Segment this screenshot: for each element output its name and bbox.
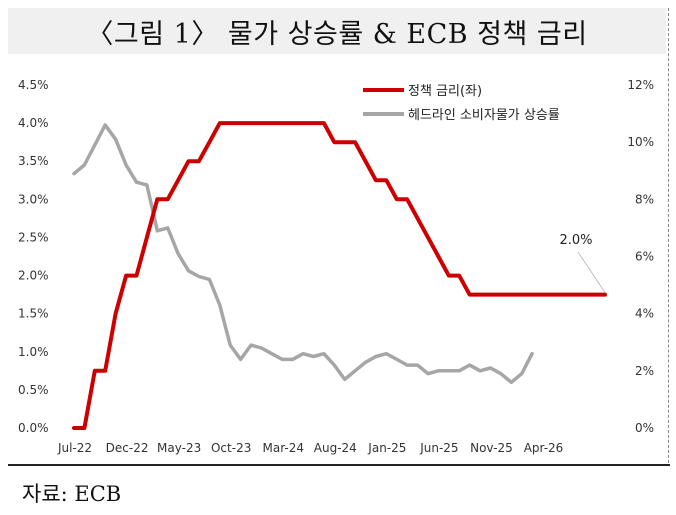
right-tick-label: 2% bbox=[635, 364, 654, 378]
right-tick-label: 4% bbox=[635, 307, 654, 321]
annotation-label: 2.0% bbox=[559, 233, 592, 248]
left-tick-label: 3.0% bbox=[18, 192, 49, 206]
left-tick-label: 2.0% bbox=[18, 269, 49, 283]
x-tick-label: Dec-22 bbox=[106, 441, 149, 455]
right-dashed-border bbox=[668, 8, 669, 463]
left-axis: 0.0% 0.5% 1.0% 1.5% 2.0% 2.5% 3.0% 3.5% 4.0% 4.5% bbox=[18, 78, 49, 435]
series-lines bbox=[72, 121, 607, 430]
x-tick-label: Oct-23 bbox=[211, 441, 251, 455]
x-tick-label: May-23 bbox=[157, 441, 201, 455]
x-tick-label: Jul-22 bbox=[57, 441, 92, 455]
x-tick-label: Mar-24 bbox=[262, 441, 303, 455]
headline-inflation-line bbox=[72, 123, 534, 385]
policy-rate-line bbox=[72, 121, 607, 430]
left-tick-label: 1.0% bbox=[18, 345, 49, 359]
x-tick-label: Jun-25 bbox=[419, 441, 458, 455]
right-tick-label: 10% bbox=[627, 135, 654, 149]
right-tick-label: 12% bbox=[627, 78, 654, 92]
left-tick-label: 2.5% bbox=[18, 230, 49, 244]
left-tick-label: 0.5% bbox=[18, 383, 49, 397]
source-note: 자료: ECB bbox=[22, 482, 122, 506]
x-tick-label: Nov-25 bbox=[470, 441, 513, 455]
legend: 정책 금리(좌) 헤드라인 소비자물가 상승률 bbox=[363, 84, 560, 123]
left-tick-label: 3.5% bbox=[18, 154, 49, 168]
chart-area: 0.0% 0.5% 1.0% 1.5% 2.0% 2.5% 3.0% 3.5% 4.0% 4.5%… bbox=[18, 78, 654, 455]
x-tick-label: Aug-24 bbox=[314, 441, 357, 455]
annotation-leader-line bbox=[577, 251, 606, 293]
left-tick-label: 4.0% bbox=[18, 116, 49, 130]
chart-title-bar: 〈그림 1〉 물가 상승률 & ECB 정책 금리 bbox=[8, 8, 666, 54]
right-tick-label: 0% bbox=[635, 421, 654, 435]
x-tick-label: Jan-25 bbox=[367, 441, 406, 455]
chart-title: 〈그림 1〉 물가 상승률 & ECB 정책 금리 bbox=[86, 18, 588, 50]
x-tick-label: Apr-26 bbox=[524, 441, 564, 455]
x-axis: Jul-22 Dec-22 May-23 Oct-23 Mar-24 Aug-24 Jan-… bbox=[57, 441, 563, 455]
annotation: 2.0% bbox=[559, 233, 606, 293]
left-tick-label: 4.5% bbox=[18, 78, 49, 92]
right-tick-label: 8% bbox=[635, 192, 654, 206]
left-tick-label: 0.0% bbox=[18, 421, 49, 435]
bottom-rule bbox=[8, 464, 670, 466]
right-axis: 0% 2% 4% 6% 8% 10% 12% bbox=[627, 78, 654, 435]
right-tick-label: 6% bbox=[635, 250, 654, 264]
left-tick-label: 1.5% bbox=[18, 307, 49, 321]
legend-label: 헤드라인 소비자물가 상승률 bbox=[408, 108, 560, 123]
legend-label: 정책 금리(좌) bbox=[408, 84, 482, 99]
